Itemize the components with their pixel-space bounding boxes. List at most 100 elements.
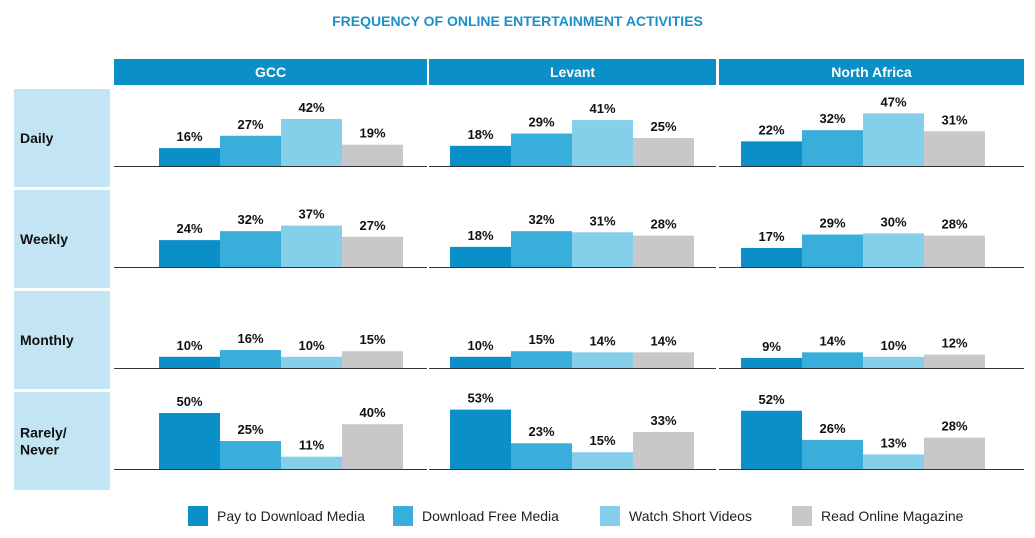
bar-value-label: 52% [758,392,784,407]
bar [572,452,633,469]
bar-value-label: 29% [819,216,845,231]
bar-value-label: 13% [880,435,906,450]
bar [342,424,403,469]
bar [572,232,633,267]
region-header-bg [719,59,1024,85]
bar [281,225,342,267]
bar [633,138,694,166]
frequency-label-bg [14,291,110,389]
bar-value-label: 50% [176,394,202,409]
bar-value-label: 28% [941,217,967,232]
frequency-label-line: Rarely/ [20,425,67,441]
bar-value-label: 42% [298,100,324,115]
bar-value-label: 31% [941,112,967,127]
bar [741,410,802,469]
legend-item-pay: Pay to Download Media [188,506,365,526]
frequency-label-line: Daily [20,130,54,146]
frequency-label: Rarely/Never [20,425,67,458]
bar-value-label: 15% [528,332,554,347]
legend-swatch [792,506,812,526]
bar [633,235,694,267]
legend-swatch [188,506,208,526]
legend-label: Read Online Magazine [821,508,964,524]
bar [633,352,694,368]
bar-value-label: 41% [589,101,615,116]
bar-value-label: 16% [176,129,202,144]
frequency-label-bg [14,89,110,187]
chart-grid: GCC Levant North Africa Daily Weekly Monthly R… [14,59,1024,490]
chart-title: FREQUENCY OF ONLINE ENTERTAINMENT ACTIVI… [332,13,703,29]
bar [741,141,802,166]
region-header-bg [429,59,716,85]
bar [281,118,342,166]
bar [281,456,342,469]
bar-value-label: 40% [359,405,385,420]
bar-value-label: 37% [298,207,324,222]
bar [741,247,802,267]
legend-item-free: Download Free Media [393,506,559,526]
bar-value-label: 15% [359,332,385,347]
bar [924,131,985,166]
bar-value-label: 32% [237,212,263,227]
bar-value-label: 32% [819,111,845,126]
bar-value-label: 9% [762,339,781,354]
bar [802,234,863,267]
bar [572,120,633,166]
frequency-label: Monthly [20,332,74,348]
bar-value-label: 18% [467,228,493,243]
bar [220,135,281,166]
region-header-label: North Africa [831,64,912,80]
legend: Pay to Download Media Download Free Medi… [0,506,1035,526]
region-header-label: GCC [255,64,286,80]
frequency-label-line: Monthly [20,332,74,348]
bar [924,354,985,368]
bar [924,235,985,267]
bar-value-label: 25% [650,119,676,134]
bar [281,356,342,368]
bar-value-label: 10% [298,338,324,353]
bar [924,437,985,469]
bar [450,246,511,267]
bar-value-label: 10% [880,338,906,353]
bar-value-label: 24% [176,221,202,236]
bar [159,356,220,368]
region-header-label: Levant [550,64,595,80]
bar [863,233,924,267]
bar [220,231,281,267]
bar-value-label: 29% [528,115,554,130]
bar-value-label: 10% [176,338,202,353]
bar [220,441,281,469]
bar [802,130,863,166]
bar-value-label: 32% [528,212,554,227]
legend-item-magazine: Read Online Magazine [792,506,963,526]
bar [342,144,403,166]
bar [450,409,511,469]
bar-value-label: 31% [589,213,615,228]
bar-value-label: 19% [359,126,385,141]
bar [863,454,924,469]
bar [220,350,281,368]
bar-value-label: 14% [589,333,615,348]
bar-value-label: 17% [758,229,784,244]
bar [633,432,694,469]
bar-value-label: 22% [758,122,784,137]
bar-value-label: 28% [650,217,676,232]
bar [450,145,511,166]
bar [342,236,403,267]
bar-value-label: 27% [359,218,385,233]
bar-value-label: 47% [880,94,906,109]
region-header-bg [114,59,427,85]
bar-value-label: 25% [237,422,263,437]
bar-value-label: 23% [528,424,554,439]
frequency-label: Daily [20,130,54,146]
bar [511,133,572,166]
frequency-label-bg [14,190,110,288]
bar [342,351,403,368]
frequency-label-line: Weekly [20,231,68,247]
bar [572,352,633,368]
bar [450,356,511,368]
bar [511,231,572,267]
bar-value-label: 15% [589,433,615,448]
bar-value-label: 18% [467,127,493,142]
bar [802,439,863,469]
